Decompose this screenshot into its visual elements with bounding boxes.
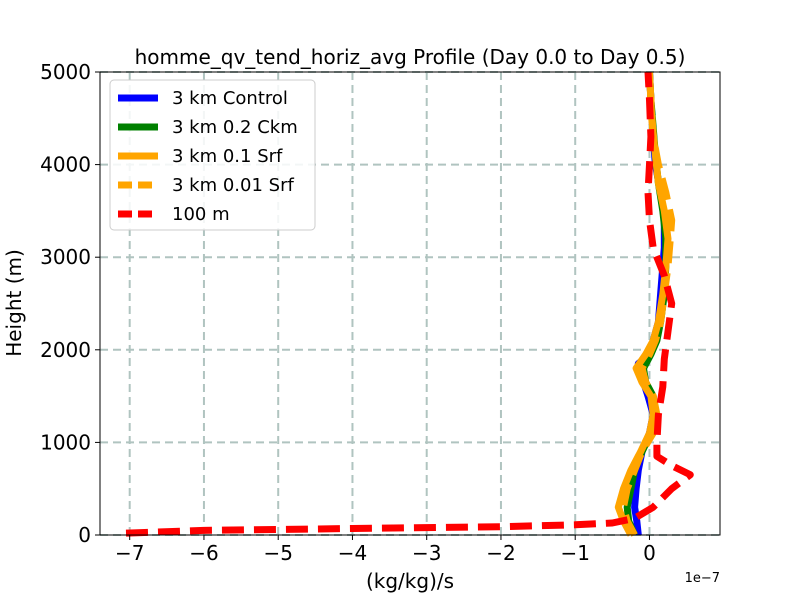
chart-title: homme_qv_tend_horiz_avg Profile (Day 0.0… (135, 45, 686, 69)
x-tick-label: −5 (263, 541, 292, 565)
series-line-5 (125, 71, 694, 537)
y-axis-ticks: 0 1000 2000 3000 4000 5000 (40, 60, 100, 547)
y-tick-label: 5000 (40, 60, 91, 84)
x-tick-label: −2 (486, 541, 515, 565)
y-tick-label: 2000 (40, 338, 91, 362)
series-lines (125, 71, 694, 537)
x-axis-label: (kg/kg)/s (366, 569, 454, 593)
plot-frame (99, 71, 721, 536)
x-multiplier-label: 1e−7 (685, 571, 720, 586)
y-tick-label: 1000 (40, 430, 91, 454)
y-tick-label: 0 (78, 523, 91, 547)
legend-box (109, 79, 316, 231)
x-tick-label: −3 (412, 541, 441, 565)
y-tick-label: 3000 (40, 245, 91, 269)
x-axis-ticks: −7 −6 −5 −4 −3 −2 −1 0 (115, 535, 656, 565)
legend-label: 100 m (172, 204, 230, 225)
legend-items: 3 km Control 3 km 0.2 Ckm 3 km 0.1 Srf 3 km… (118, 88, 298, 225)
y-tick-label: 4000 (40, 153, 91, 177)
x-tick-label: 0 (643, 541, 656, 565)
legend-label: 3 km Control (172, 88, 288, 109)
legend: 3 km Control 3 km 0.2 Ckm 3 km 0.1 Srf 3 km… (109, 79, 316, 231)
legend-label: 3 km 0.1 Srf (172, 146, 283, 167)
x-tick-label: −1 (560, 541, 589, 565)
x-tick-label: −7 (115, 541, 144, 565)
legend-label: 3 km 0.01 Srf (172, 175, 294, 196)
legend-label: 3 km 0.2 Ckm (172, 117, 298, 138)
x-tick-label: −4 (338, 541, 367, 565)
series-line-4 (620, 71, 676, 537)
y-axis-label: Height (m) (2, 249, 26, 357)
x-tick-label: −6 (189, 541, 218, 565)
series-line-3 (614, 71, 672, 537)
